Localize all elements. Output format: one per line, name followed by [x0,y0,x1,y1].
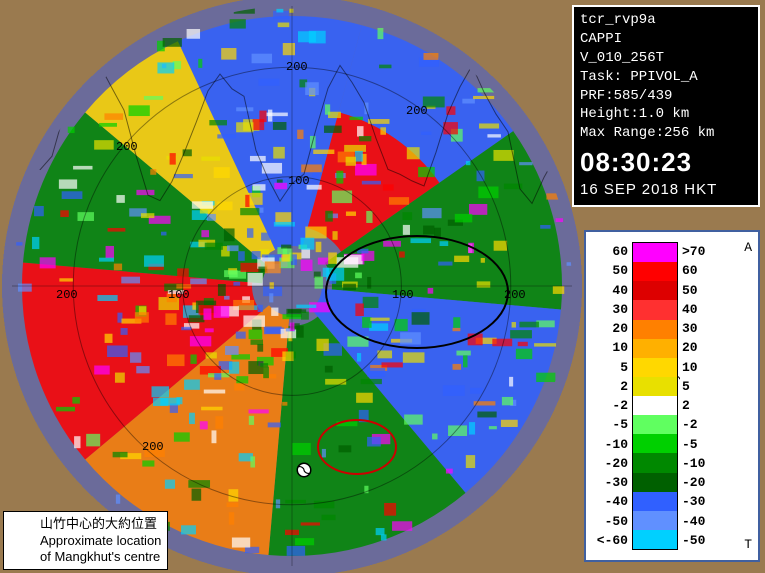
legend-color-swatch [633,530,677,549]
legend-corner-top: A [744,240,752,255]
legend-color-swatch [633,396,677,415]
legend-labels-left: 60504030201052-2-5-10-20-30-40-50<-60 [596,242,632,550]
typhoon-icon [10,529,34,553]
legend-left-value: -5 [596,415,632,434]
legend-left-value: -10 [596,435,632,454]
caption-english-2: of Mangkhut's centre [40,549,161,565]
legend-right-value: -10 [678,454,714,473]
legend-color-swatch [633,473,677,492]
legend-color-swatch [633,377,677,396]
legend-color-swatch [633,434,677,453]
legend-color-swatch [633,243,677,262]
legend-right-value: >70 [678,242,714,261]
caption-box: 山竹中心的大約位置 Approximate location of Mangkh… [3,511,168,570]
legend-right-value: -50 [678,531,714,550]
task-name: Task: PPIVOL_A [580,68,752,87]
legend-left-value: 10 [596,338,632,357]
legend-color-bar [632,242,678,550]
legend-left-value: -30 [596,473,632,492]
legend-left-value: 60 [596,242,632,261]
legend-right-value: -2 [678,415,714,434]
range-ring-label: 200 [116,140,138,154]
legend-color-swatch [633,339,677,358]
highlight-region-black [325,235,509,349]
range-ring-label: 200 [406,104,428,118]
radar-screen: 100200100200100200200200200 tcr_rvp9a CA… [0,0,765,573]
legend-color-swatch [633,453,677,472]
prf-value: PRF:585/439 [580,87,752,106]
metadata-panel: tcr_rvp9a CAPPI V_010_256T Task: PPIVOL_… [572,5,760,207]
legend-right-value: 2 [678,396,714,415]
legend-color-swatch [633,358,677,377]
legend-right-value: -40 [678,512,714,531]
legend-left-value: <-60 [596,531,632,550]
legend-left-value: 20 [596,319,632,338]
legend-left-value: 40 [596,281,632,300]
legend-right-value: -20 [678,473,714,492]
legend-left-value: 5 [596,358,632,377]
legend-color-swatch [633,262,677,281]
legend-right-value: 5 [678,377,714,396]
legend-color-swatch [633,300,677,319]
caption-text: 山竹中心的大約位置 Approximate location of Mangkh… [40,516,161,565]
velocity-legend: A T Mean Velocity in m/s 60504030201052-… [584,230,760,562]
legend-right-value: 30 [678,319,714,338]
legend-right-value: 40 [678,300,714,319]
range-ring-label: 200 [286,60,308,74]
legend-color-swatch [633,415,677,434]
legend-color-swatch [633,511,677,530]
max-range-value: Max Range:256 km [580,124,752,143]
legend-left-value: -50 [596,512,632,531]
legend-right-value: 20 [678,338,714,357]
legend-corner-bottom: T [744,537,752,552]
legend-inner: 60504030201052-2-5-10-20-30-40-50<-60 >7… [596,242,730,550]
product-type: CAPPI [580,30,752,49]
legend-left-value: -2 [596,396,632,415]
caption-chinese: 山竹中心的大約位置 [40,516,161,532]
legend-right-value: -5 [678,435,714,454]
caption-english-1: Approximate location [40,533,161,549]
volume-id: V_010_256T [580,49,752,68]
legend-right-value: 60 [678,261,714,280]
range-ring-label: 200 [142,440,164,454]
storm-center-marker [295,461,313,479]
range-ring-label: 100 [168,288,190,302]
time-display: 08:30:23 [580,145,752,180]
legend-color-swatch [633,320,677,339]
date-display: 16 SEP 2018 HKT [580,180,752,200]
legend-left-value: 50 [596,261,632,280]
legend-color-swatch [633,492,677,511]
range-ring-label: 200 [56,288,78,302]
legend-left-value: -20 [596,454,632,473]
legend-left-value: -40 [596,492,632,511]
height-value: Height:1.0 km [580,105,752,124]
legend-right-value: 50 [678,281,714,300]
legend-labels-right: >7060504030201052-2-5-10-20-30-40-50 [678,242,714,550]
range-ring-label: 100 [288,174,310,188]
highlight-region-red [317,419,397,475]
legend-right-value: 10 [678,358,714,377]
legend-color-swatch [633,281,677,300]
legend-right-value: -30 [678,492,714,511]
legend-left-value: 2 [596,377,632,396]
legend-left-value: 30 [596,300,632,319]
product-id: tcr_rvp9a [580,11,752,30]
